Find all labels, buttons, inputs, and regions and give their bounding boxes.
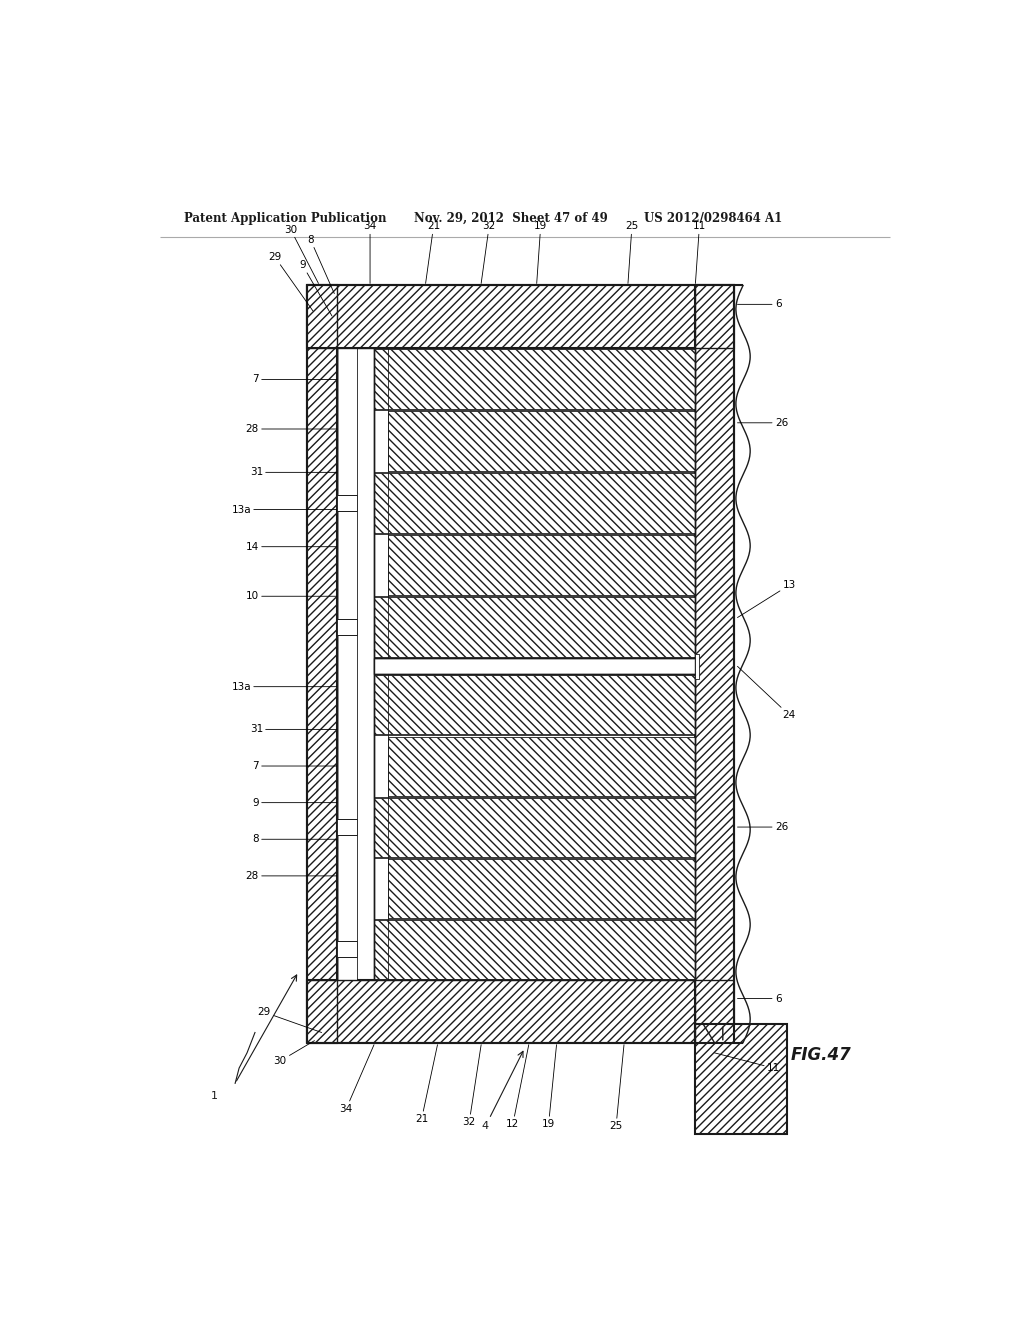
Text: 28: 28: [246, 424, 337, 434]
Text: Nov. 29, 2012  Sheet 47 of 49: Nov. 29, 2012 Sheet 47 of 49: [414, 213, 607, 224]
Text: 10: 10: [246, 591, 337, 601]
Text: 13a: 13a: [231, 681, 337, 692]
Bar: [374, 350, 695, 409]
Text: 26: 26: [737, 822, 788, 832]
Bar: [374, 597, 695, 657]
Text: 19: 19: [535, 222, 547, 284]
Text: 32: 32: [463, 1044, 481, 1127]
Text: 31: 31: [250, 467, 337, 478]
Text: 24: 24: [737, 667, 796, 721]
Bar: [695, 285, 733, 1043]
Bar: [388, 412, 695, 471]
Bar: [337, 495, 356, 511]
Bar: [337, 619, 356, 635]
Text: 30: 30: [284, 224, 318, 284]
Text: 11: 11: [715, 1053, 780, 1073]
Bar: [374, 797, 695, 857]
Text: 21: 21: [426, 222, 440, 284]
Text: 14: 14: [246, 541, 337, 552]
Text: 26: 26: [737, 418, 788, 428]
Text: 7: 7: [252, 762, 337, 771]
Text: 8: 8: [307, 235, 334, 293]
Text: 28: 28: [246, 871, 337, 880]
Text: 25: 25: [609, 1044, 624, 1131]
Text: 9: 9: [252, 797, 337, 808]
Bar: [695, 655, 699, 678]
Bar: [374, 474, 695, 533]
Text: FIG.47: FIG.47: [791, 1045, 851, 1064]
Text: 13a: 13a: [231, 504, 337, 515]
Bar: [388, 737, 695, 796]
Text: 21: 21: [415, 1044, 437, 1123]
Text: 19: 19: [542, 1044, 557, 1129]
Bar: [337, 941, 356, 957]
Text: 25: 25: [626, 222, 639, 284]
Text: 4: 4: [481, 1121, 488, 1131]
Bar: [337, 348, 356, 979]
Text: 29: 29: [258, 1007, 322, 1032]
Bar: [374, 676, 695, 734]
Bar: [306, 979, 733, 1043]
Text: 34: 34: [364, 222, 377, 284]
Text: 13: 13: [737, 579, 796, 618]
Text: 6: 6: [737, 300, 781, 309]
Text: 9: 9: [299, 260, 332, 315]
Bar: [306, 285, 337, 1043]
Bar: [374, 920, 695, 978]
Bar: [306, 285, 733, 348]
Text: US 2012/0298464 A1: US 2012/0298464 A1: [644, 213, 782, 224]
Text: 29: 29: [268, 252, 313, 312]
Text: 6: 6: [737, 994, 781, 1003]
Text: 1: 1: [211, 1090, 218, 1101]
Text: 32: 32: [481, 222, 496, 284]
Text: 34: 34: [340, 1044, 374, 1114]
Text: 8: 8: [252, 834, 337, 845]
Bar: [388, 536, 695, 595]
Text: 31: 31: [250, 725, 337, 734]
Text: 7: 7: [252, 375, 337, 384]
Bar: [388, 858, 695, 917]
Text: 12: 12: [506, 1044, 528, 1129]
Bar: [695, 1024, 786, 1134]
Bar: [337, 818, 356, 836]
Bar: [374, 659, 695, 675]
Text: 11: 11: [693, 222, 706, 284]
Bar: [337, 348, 356, 979]
Text: Patent Application Publication: Patent Application Publication: [183, 213, 386, 224]
Text: 30: 30: [273, 1040, 314, 1067]
